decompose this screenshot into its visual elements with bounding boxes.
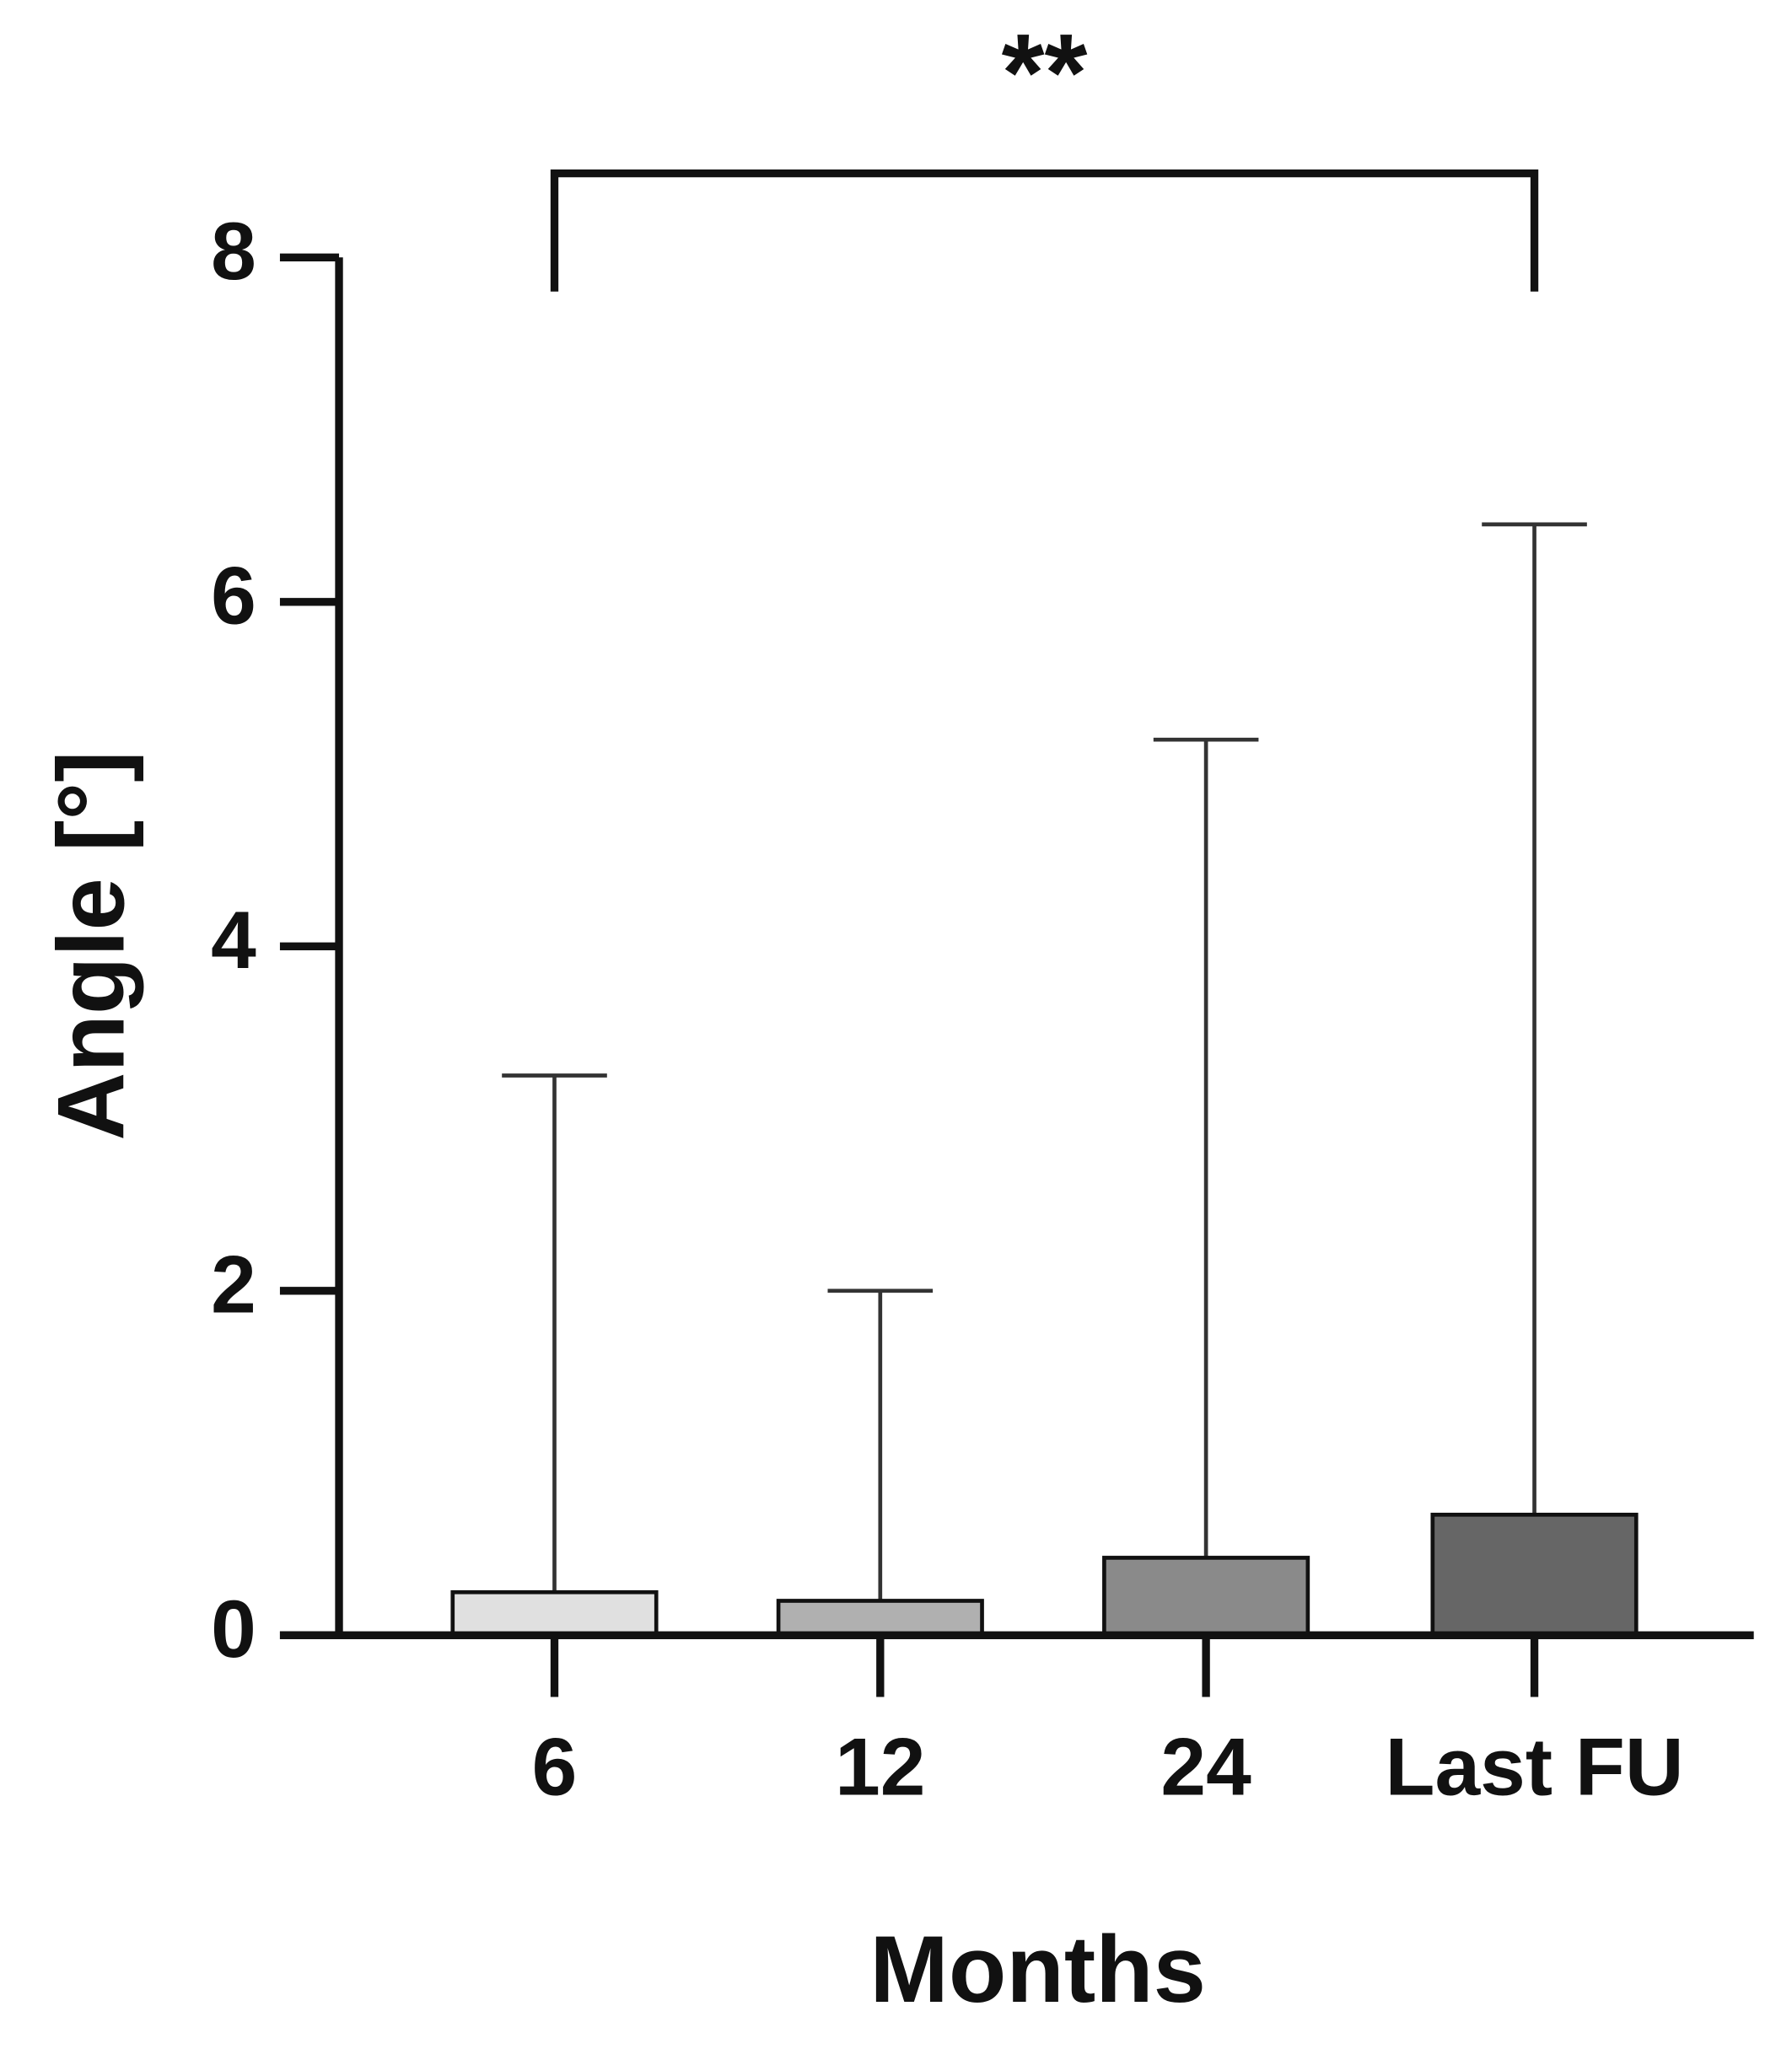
y-axis-title: Angle [°] [38,750,144,1140]
x-axis-title: Months [869,1916,1206,2022]
x-tick-label: Last FU [1385,1722,1683,1812]
y-tick-label: 4 [211,895,256,986]
significance-label: ** [1002,11,1088,134]
y-tick-label: 8 [211,207,256,297]
x-tick-label: 6 [532,1722,578,1812]
x-tick-label: 24 [1160,1722,1251,1812]
bar [1102,1556,1310,1638]
x-tick-label: 12 [835,1722,925,1812]
bar [1430,1513,1639,1638]
bar [450,1589,659,1638]
y-tick-label: 6 [211,551,256,641]
y-tick-label: 2 [211,1240,256,1330]
y-tick-label: 0 [211,1584,256,1675]
significance-bracket [550,169,1539,292]
bar [776,1599,984,1638]
